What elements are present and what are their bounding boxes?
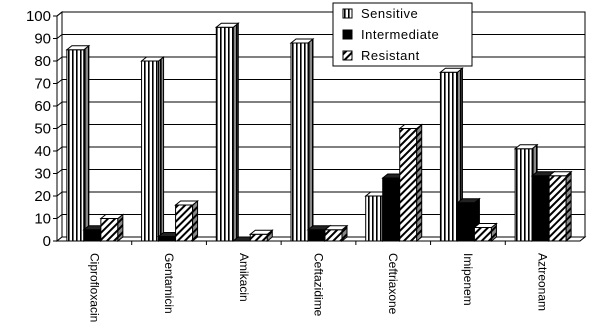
bar-side xyxy=(158,55,165,243)
x-category-label: Ceftazidime xyxy=(312,253,326,317)
bar-ceftazidime-resistant xyxy=(323,224,349,243)
bar-imipenem-sensitive xyxy=(439,67,464,243)
bar-imipenem-intermediate xyxy=(456,197,481,243)
bar-front xyxy=(141,60,160,242)
y-tick-label: 30 xyxy=(34,166,51,183)
y-tick-label: 80 xyxy=(34,53,51,70)
bar-ceftazidime-sensitive xyxy=(289,37,315,243)
legend: Sensitive Intermediate Resistant xyxy=(332,2,473,67)
x-category-label: Imipenem xyxy=(461,253,475,306)
bar-top xyxy=(289,38,315,44)
bar-front xyxy=(100,218,119,242)
legend-item-resistant: Resistant xyxy=(342,48,420,63)
legend-item-sensitive: Sensitive xyxy=(342,6,418,21)
bar-top xyxy=(140,56,165,62)
bar-front xyxy=(456,202,475,242)
bar-top xyxy=(439,67,464,73)
gridline-depth xyxy=(56,146,63,152)
bar-front xyxy=(365,195,384,242)
gridline-depth xyxy=(56,214,63,219)
bar-top xyxy=(214,22,240,28)
bar-front xyxy=(514,148,533,242)
x-category-label: Aztreonam xyxy=(536,253,550,311)
x-category-label: Amikacin xyxy=(237,253,251,302)
y-tick-label: 50 xyxy=(34,121,51,138)
bar-top xyxy=(473,223,498,228)
bar-front xyxy=(399,128,418,242)
bar-top xyxy=(65,45,91,51)
bar-amikacin-resistant xyxy=(248,229,274,243)
bar-front xyxy=(249,233,268,242)
bar-front xyxy=(531,175,550,242)
y-tick-label: 10 xyxy=(34,211,51,228)
bar-gentamicin-sensitive xyxy=(140,55,165,243)
y-tick-label: 90 xyxy=(34,31,51,48)
y-tick-label: 0 xyxy=(43,233,51,250)
bar-top xyxy=(398,124,424,129)
bar-front xyxy=(158,236,177,242)
bar-amikacin-sensitive xyxy=(214,22,240,243)
gridline-depth xyxy=(56,101,63,107)
bar-top xyxy=(99,214,125,219)
plot-back-wall xyxy=(55,10,587,243)
bar-ciprofloxacin-sensitive xyxy=(65,44,91,243)
bar-front xyxy=(473,227,492,242)
bar-top xyxy=(323,225,349,231)
bar-front xyxy=(215,26,234,242)
bar-side xyxy=(232,22,239,243)
legend-swatch-intermediate xyxy=(342,29,353,40)
bar-side xyxy=(416,123,423,243)
x-category-label: Ciprofloxacin xyxy=(87,253,101,322)
y-tick-label: 70 xyxy=(34,76,51,93)
bars xyxy=(65,22,573,243)
bar-front xyxy=(439,71,458,242)
bar-ciprofloxacin-resistant xyxy=(99,213,125,243)
legend-box xyxy=(332,2,473,67)
bar-front xyxy=(307,229,326,242)
bar-front xyxy=(83,229,102,242)
y-tick-label: 40 xyxy=(34,143,51,160)
gridline-depth xyxy=(56,56,63,62)
bar-ceftriaxone-resistant xyxy=(398,123,424,243)
bar-top xyxy=(248,229,274,235)
legend-swatch-resistant xyxy=(342,50,353,61)
gridline-depth xyxy=(56,11,63,17)
y-axis-tick-labels: 0 10 20 30 40 50 60 70 80 90 100 xyxy=(26,8,51,250)
x-axis-category-labels: Ciprofloxacin Gentamicin Amikacin Ceftazidi… xyxy=(87,253,549,322)
bar-front xyxy=(324,229,343,242)
legend-label-intermediate: Intermediate xyxy=(361,27,439,42)
bar-side xyxy=(83,44,90,243)
bar-aztreonam-resistant xyxy=(547,170,573,243)
gridline-depth xyxy=(56,191,63,197)
bar-side xyxy=(565,170,572,243)
bar-front xyxy=(66,49,85,242)
gridline-depth xyxy=(56,169,63,174)
bar-top xyxy=(547,171,573,177)
y-tick-label: 60 xyxy=(34,98,51,115)
y-tick-label: 20 xyxy=(34,188,51,205)
bar-gentamicin-resistant xyxy=(174,199,199,243)
bar-top xyxy=(456,198,481,204)
legend-label-sensitive: Sensitive xyxy=(361,6,418,21)
gridline-depth xyxy=(56,79,63,84)
legend-label-resistant: Resistant xyxy=(361,48,420,63)
bar-front xyxy=(382,177,401,242)
gridline-depth xyxy=(56,124,63,129)
bar-front xyxy=(175,204,194,242)
legend-item-intermediate: Intermediate xyxy=(342,27,439,42)
bar-front xyxy=(290,42,309,242)
bar-imipenem-resistant xyxy=(473,222,498,243)
y-tick-label: 100 xyxy=(26,8,51,25)
legend-swatch-sensitive xyxy=(342,8,353,19)
bar-side xyxy=(192,199,199,243)
gridline-depth xyxy=(56,34,63,39)
bar-side xyxy=(307,37,314,243)
bar-front xyxy=(548,175,567,242)
bar-top xyxy=(174,200,199,206)
x-category-label: Gentamicin xyxy=(162,253,176,314)
bar-top xyxy=(513,144,539,150)
x-category-label: Ceftriaxone xyxy=(386,253,400,315)
